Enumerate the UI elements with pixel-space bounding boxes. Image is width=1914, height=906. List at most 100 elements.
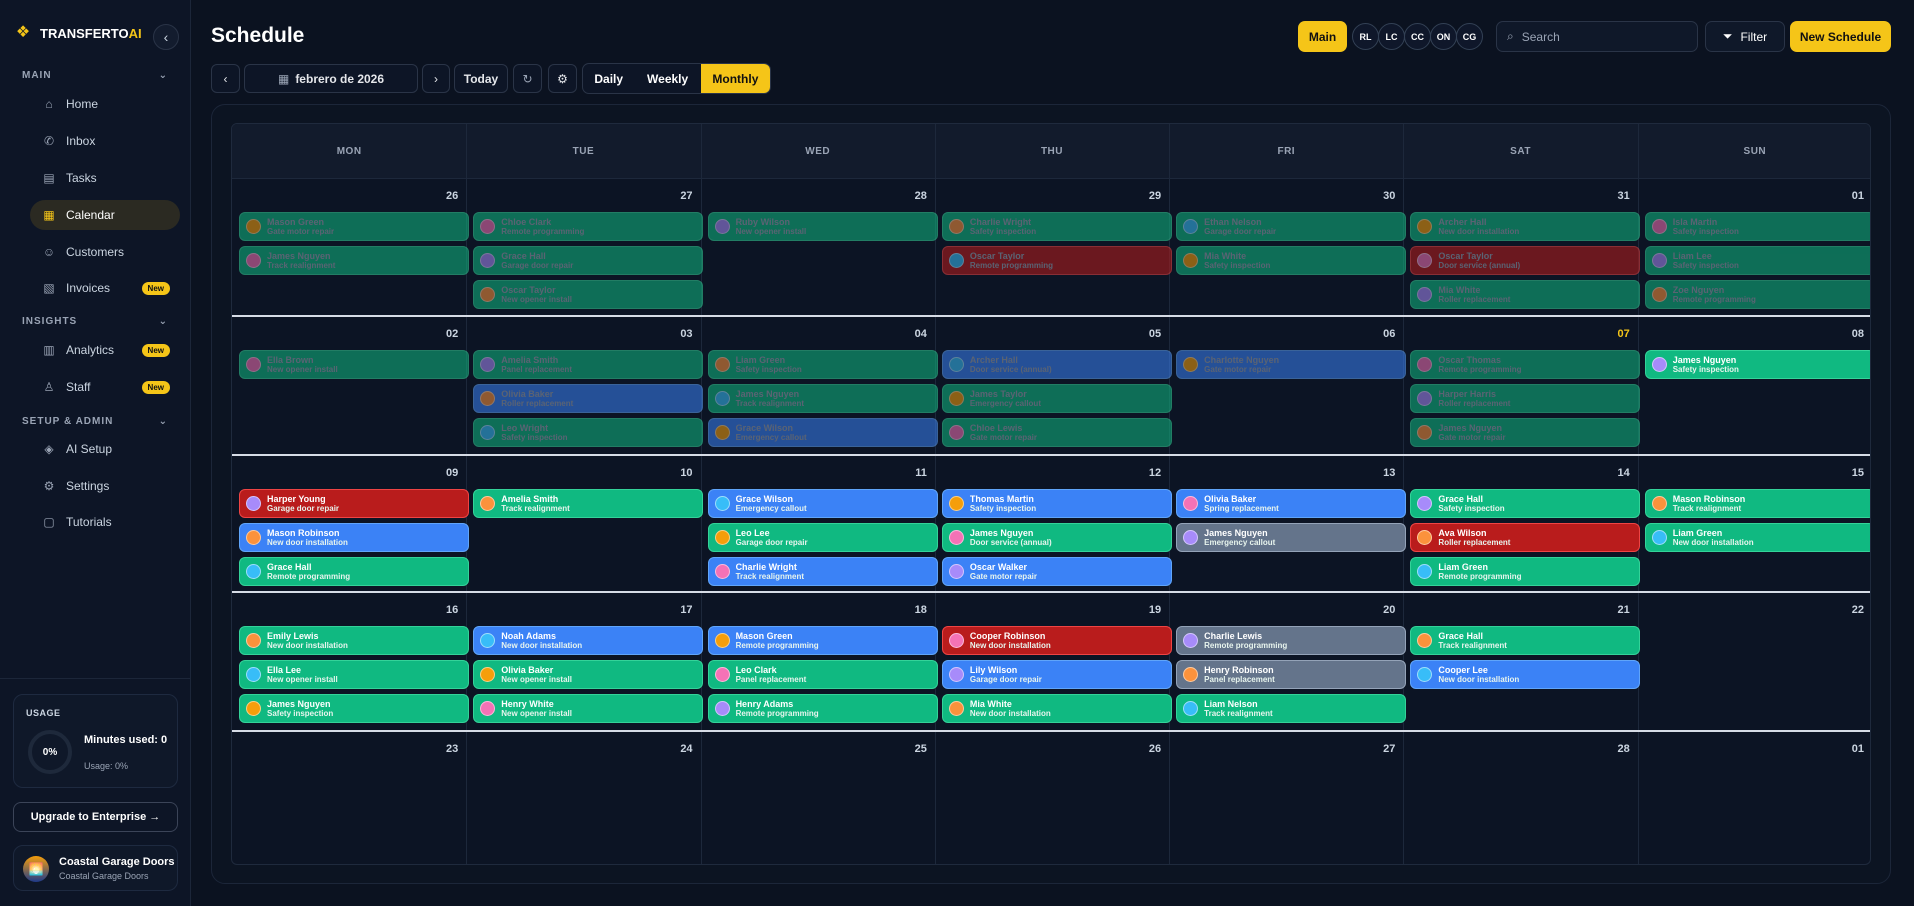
- event-chip[interactable]: Ethan Nelson Garage door repair: [1176, 212, 1407, 241]
- tab-weekly[interactable]: Weekly: [647, 71, 689, 86]
- event-chip[interactable]: Olivia Baker Spring replacement: [1176, 489, 1407, 518]
- event-chip[interactable]: Ella Lee New opener install: [239, 660, 469, 689]
- sidebar-item-invoices[interactable]: ▧ Invoices New: [30, 273, 180, 303]
- section-main[interactable]: MAIN ⌄: [22, 70, 168, 81]
- event-chip[interactable]: Leo Clark Panel replacement: [707, 660, 938, 689]
- section-insights[interactable]: INSIGHTS ⌄: [22, 316, 168, 327]
- upgrade-button[interactable]: Upgrade to Enterprise →: [13, 802, 178, 832]
- sidebar-item-staff[interactable]: ♙ Staff New: [30, 372, 180, 402]
- event-chip[interactable]: Leo Lee Garage door repair: [707, 523, 938, 552]
- event-chip[interactable]: Zoe Nguyen Remote programming: [1644, 280, 1870, 309]
- event-chip[interactable]: Ruby Wilson New opener install: [707, 212, 938, 241]
- next-month-button[interactable]: ›: [422, 64, 450, 93]
- event-chip[interactable]: Olivia Baker New opener install: [473, 660, 704, 689]
- sidebar-item-tutorials[interactable]: ▢ Tutorials: [43, 515, 112, 529]
- event-chip[interactable]: Harper Young Garage door repair: [239, 489, 469, 518]
- avatar[interactable]: RL: [1352, 23, 1379, 50]
- sidebar-item-ai-setup[interactable]: ◈ AI Setup: [30, 434, 180, 464]
- event-chip[interactable]: James Nguyen Emergency callout: [1176, 523, 1407, 552]
- collapse-sidebar-button[interactable]: ‹: [153, 24, 179, 50]
- event-chip[interactable]: Charlotte Nguyen Gate motor repair: [1176, 350, 1407, 379]
- event-chip[interactable]: Ella Brown New opener install: [239, 350, 469, 379]
- avatar[interactable]: CC: [1404, 23, 1431, 50]
- org-switcher[interactable]: 🌅 Coastal Garage Doors Coastal Garage Do…: [13, 845, 178, 891]
- event-chip[interactable]: Charlie Lewis Remote programming: [1176, 626, 1407, 655]
- event-chip[interactable]: Mia White Roller replacement: [1410, 280, 1641, 309]
- sidebar-item-tasks[interactable]: ▤ Tasks: [43, 171, 97, 185]
- event-chip[interactable]: James Nguyen Door service (annual): [941, 523, 1172, 552]
- event-chip[interactable]: Liam Nelson Track realignment: [1176, 694, 1407, 723]
- event-chip[interactable]: Liam Lee Safety inspection: [1644, 246, 1870, 275]
- event-chip[interactable]: Mason Robinson Track realignment: [1644, 489, 1870, 518]
- event-chip[interactable]: Lily Wilson Garage door repair: [941, 660, 1172, 689]
- event-chip[interactable]: Liam Green New door installation: [1644, 523, 1870, 552]
- event-chip[interactable]: Grace Hall Garage door repair: [473, 246, 704, 275]
- event-chip[interactable]: Mia White New door installation: [941, 694, 1172, 723]
- brand[interactable]: ❖ TRANSFERTOAI: [14, 24, 142, 42]
- event-chip[interactable]: Ava Wilson Roller replacement: [1410, 523, 1641, 552]
- event-chip[interactable]: Oscar Thomas Remote programming: [1410, 350, 1641, 379]
- event-chip[interactable]: Oscar Taylor Door service (annual): [1410, 246, 1641, 275]
- avatar[interactable]: ON: [1430, 23, 1457, 50]
- refresh-button[interactable]: ↻: [513, 64, 542, 93]
- event-chip[interactable]: Liam Green Safety inspection: [707, 350, 938, 379]
- event-chip[interactable]: James Nguyen Track realignment: [239, 246, 469, 275]
- event-chip[interactable]: Archer Hall New door installation: [1410, 212, 1641, 241]
- event-chip[interactable]: Oscar Taylor New opener install: [473, 280, 704, 309]
- today-button[interactable]: Today: [454, 64, 508, 93]
- event-chip[interactable]: Amelia Smith Panel replacement: [473, 350, 704, 379]
- event-chip[interactable]: Mason Robinson New door installation: [239, 523, 469, 552]
- event-chip[interactable]: Mia White Safety inspection: [1176, 246, 1407, 275]
- month-picker[interactable]: ▦ febrero de 2026: [244, 64, 418, 93]
- event-chip[interactable]: Henry Robinson Panel replacement: [1176, 660, 1407, 689]
- sidebar-item-customers[interactable]: ☺ Customers: [42, 245, 125, 259]
- event-chip[interactable]: James Taylor Emergency callout: [941, 384, 1172, 413]
- event-chip[interactable]: James Nguyen Track realignment: [707, 384, 938, 413]
- search-input[interactable]: [1521, 29, 1672, 44]
- event-chip[interactable]: Harper Harris Roller replacement: [1410, 384, 1641, 413]
- event-chip[interactable]: Mason Green Gate motor repair: [239, 212, 469, 241]
- event-chip[interactable]: Mason Green Remote programming: [707, 626, 938, 655]
- event-chip[interactable]: Oscar Walker Gate motor repair: [941, 557, 1172, 586]
- sidebar-item-calendar[interactable]: ▦ Calendar: [30, 200, 180, 230]
- event-chip[interactable]: Noah Adams New door installation: [473, 626, 704, 655]
- sidebar-item-analytics[interactable]: ▥ Analytics New: [30, 335, 180, 365]
- event-chip[interactable]: James Nguyen Safety inspection: [239, 694, 469, 723]
- prev-month-button[interactable]: ‹: [211, 64, 240, 93]
- event-chip[interactable]: Grace Hall Safety inspection: [1410, 489, 1641, 518]
- event-chip[interactable]: Cooper Lee New door installation: [1410, 660, 1641, 689]
- new-schedule-button[interactable]: New Schedule: [1790, 21, 1891, 52]
- avatar[interactable]: LC: [1378, 23, 1405, 50]
- event-chip[interactable]: Olivia Baker Roller replacement: [473, 384, 704, 413]
- event-chip[interactable]: Charlie Wright Track realignment: [707, 557, 938, 586]
- event-chip[interactable]: Grace Wilson Emergency callout: [707, 489, 938, 518]
- event-chip[interactable]: Isla Martin Safety inspection: [1644, 212, 1870, 241]
- event-chip[interactable]: James Nguyen Gate motor repair: [1410, 418, 1641, 447]
- event-chip[interactable]: Leo Wright Safety inspection: [473, 418, 704, 447]
- event-chip[interactable]: James Nguyen Safety inspection: [1644, 350, 1870, 379]
- sidebar-item-home[interactable]: ⌂ Home: [30, 89, 180, 119]
- event-chip[interactable]: Henry White New opener install: [473, 694, 704, 723]
- event-chip[interactable]: Oscar Taylor Remote programming: [941, 246, 1172, 275]
- settings-button[interactable]: ⚙: [548, 64, 577, 93]
- event-chip[interactable]: Liam Green Remote programming: [1410, 557, 1641, 586]
- tab-monthly[interactable]: Monthly: [700, 64, 770, 93]
- event-chip[interactable]: Cooper Robinson New door installation: [941, 626, 1172, 655]
- event-chip[interactable]: Henry Adams Remote programming: [707, 694, 938, 723]
- section-setup-admin[interactable]: SETUP & ADMIN ⌄: [22, 416, 168, 427]
- event-chip[interactable]: Thomas Martin Safety inspection: [941, 489, 1172, 518]
- event-chip[interactable]: Amelia Smith Track realignment: [473, 489, 704, 518]
- avatar[interactable]: CG: [1456, 23, 1483, 50]
- event-chip[interactable]: Charlie Wright Safety inspection: [941, 212, 1172, 241]
- main-button[interactable]: Main: [1298, 21, 1347, 52]
- event-chip[interactable]: Grace Hall Remote programming: [239, 557, 469, 586]
- event-chip[interactable]: Grace Wilson Emergency callout: [707, 418, 938, 447]
- sidebar-item-inbox[interactable]: ✆ Inbox: [43, 134, 96, 148]
- event-chip[interactable]: Archer Hall Door service (annual): [941, 350, 1172, 379]
- event-chip[interactable]: Chloe Lewis Gate motor repair: [941, 418, 1172, 447]
- event-chip[interactable]: Grace Hall Track realignment: [1410, 626, 1641, 655]
- event-chip[interactable]: Emily Lewis New door installation: [239, 626, 469, 655]
- tab-daily[interactable]: Daily: [594, 71, 624, 86]
- event-chip[interactable]: Chloe Clark Remote programming: [473, 212, 704, 241]
- filter-button[interactable]: ⏷ Filter: [1705, 21, 1785, 52]
